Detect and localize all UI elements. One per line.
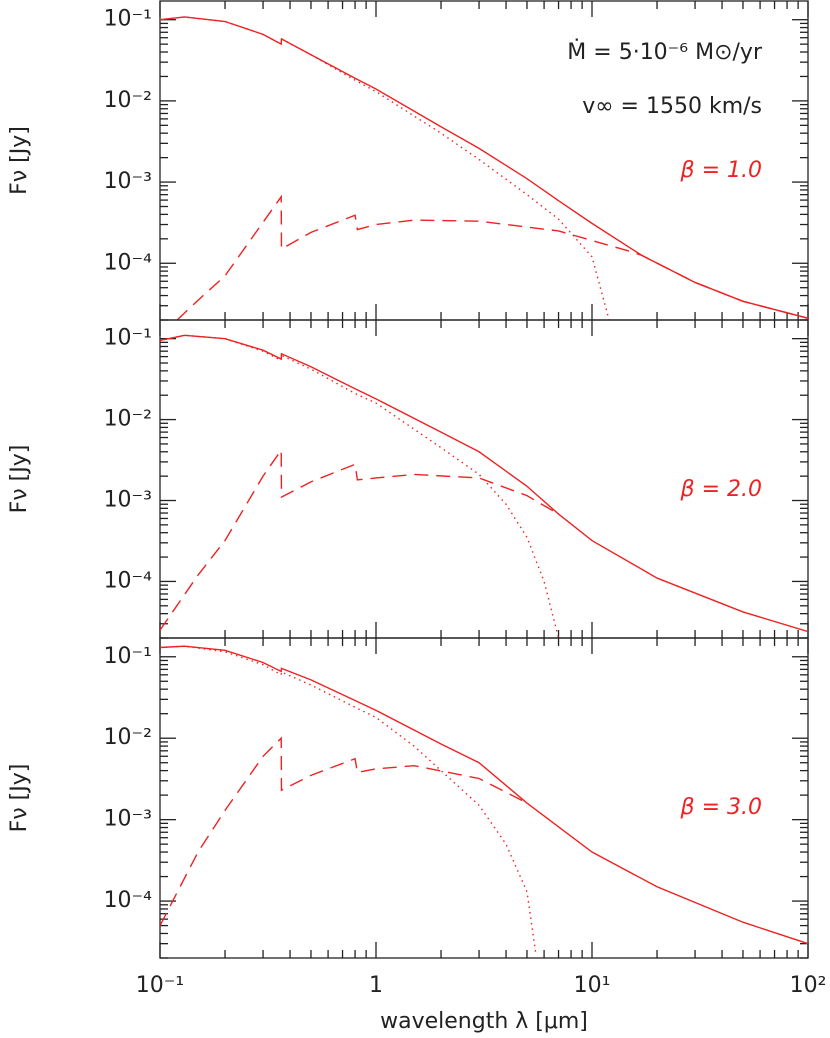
y-tick-label: 10⁻⁴ — [104, 568, 153, 593]
annotation: v∞ = 1550 km/s — [582, 94, 762, 119]
x-tick-label: 10² — [790, 973, 827, 998]
y-tick-label: 10⁻⁴ — [104, 250, 153, 275]
panel-label: β = 2.0 — [680, 477, 762, 502]
series-line — [160, 736, 528, 926]
y-tick-label: 10⁻² — [104, 88, 152, 113]
y-tick-label: 10⁻¹ — [104, 644, 152, 669]
x-tick-label: 1 — [369, 973, 383, 998]
y-axis-label: Fν [Jy] — [7, 126, 32, 195]
y-tick-label: 10⁻¹ — [104, 7, 152, 32]
series-line — [160, 645, 808, 945]
series-line — [160, 16, 808, 319]
y-tick-label: 10⁻² — [104, 407, 152, 432]
annotation: Ṁ = 5·10⁻⁶ M⊙/yr — [567, 39, 763, 65]
plot-area — [160, 334, 808, 638]
series-line — [160, 334, 560, 638]
panel-label: β = 1.0 — [680, 158, 762, 183]
y-axis-label: Fν [Jy] — [7, 445, 32, 514]
plot-area — [160, 16, 808, 320]
series-line — [160, 16, 610, 320]
series-line — [160, 447, 559, 631]
y-tick-label: 10⁻² — [104, 725, 152, 750]
y-tick-label: 10⁻³ — [104, 807, 152, 832]
y-tick-label: 10⁻³ — [104, 169, 152, 194]
series-line — [160, 645, 537, 955]
y-tick-label: 10⁻³ — [104, 488, 152, 513]
y-tick-label: 10⁻⁴ — [104, 888, 153, 913]
y-axis-label: Fν [Jy] — [7, 764, 32, 833]
x-tick-label: 10¹ — [574, 973, 611, 998]
x-tick-label: 10⁻¹ — [136, 973, 184, 998]
series-line — [160, 334, 808, 633]
y-tick-label: 10⁻¹ — [104, 326, 152, 351]
series-line — [176, 194, 808, 320]
plot-frame — [159, 637, 809, 959]
x-axis-label: wavelength λ [μm] — [380, 1009, 588, 1034]
plot-area — [160, 645, 808, 955]
panel-label: β = 3.0 — [680, 795, 762, 820]
